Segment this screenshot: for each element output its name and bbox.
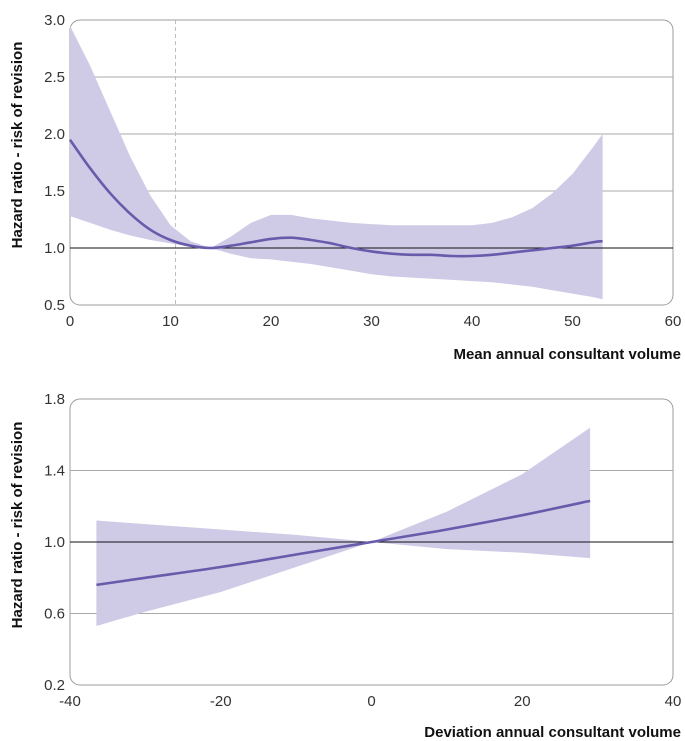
y-tick-label: 1.0 [44,534,65,551]
x-tick-label: 30 [363,313,380,330]
confidence-band-upper [70,25,603,300]
hazard-ratio-curve-lower [96,499,591,587]
x-tick-label: 60 [665,313,682,330]
x-tick-label: -40 [59,693,81,710]
y-tick-label: 3.0 [44,12,65,29]
x-tick-label: 40 [665,693,682,710]
y-tick-label: 1.8 [44,391,65,408]
y-tick-label: 0.6 [44,606,65,623]
x-tick-label: -20 [210,693,232,710]
lower-panel: -40 -20 0 20 40 0.2 0.6 1.0 1.4 1.8 Deviation an… [9,391,681,741]
x-tick-label: 0 [367,693,375,710]
x-axis-label-lower: Deviation annual consultant volume [424,724,681,741]
hazard-ratio-curve-upper [68,138,603,258]
x-tick-label: 20 [263,313,280,330]
y-tick-label: 0.5 [44,297,65,314]
y-axis-label-upper: Hazard ratio - risk of revision [9,42,26,249]
x-tick-label: 40 [464,313,481,330]
x-tick-label: 10 [162,313,179,330]
x-axis-label-upper: Mean annual consultant volume [453,346,681,363]
x-tick-label: 50 [564,313,581,330]
y-tick-label: 2.5 [44,69,65,86]
y-tick-label: 2.0 [44,126,65,143]
y-tick-label: 1.5 [44,183,65,200]
x-tick-label: 20 [514,693,531,710]
y-tick-label: 0.2 [44,677,65,694]
y-tick-label: 1.4 [44,463,65,480]
x-tick-labels-upper: 0 10 20 30 40 50 60 [66,313,682,330]
y-axis-label-lower: Hazard ratio - risk of revision [9,422,26,629]
confidence-band-lower [96,427,591,626]
y-tick-labels-upper: 0.5 1.0 1.5 2.0 2.5 3.0 [44,12,65,314]
x-tick-label: 0 [66,313,74,330]
x-tick-labels-lower: -40 -20 0 20 40 [59,693,681,710]
y-tick-label: 1.0 [44,240,65,257]
upper-panel: 0 10 20 30 40 50 60 0.5 1.0 1.5 2.0 2.5 3.0 Mean an… [9,12,681,363]
y-tick-labels-lower: 0.2 0.6 1.0 1.4 1.8 [44,391,65,694]
